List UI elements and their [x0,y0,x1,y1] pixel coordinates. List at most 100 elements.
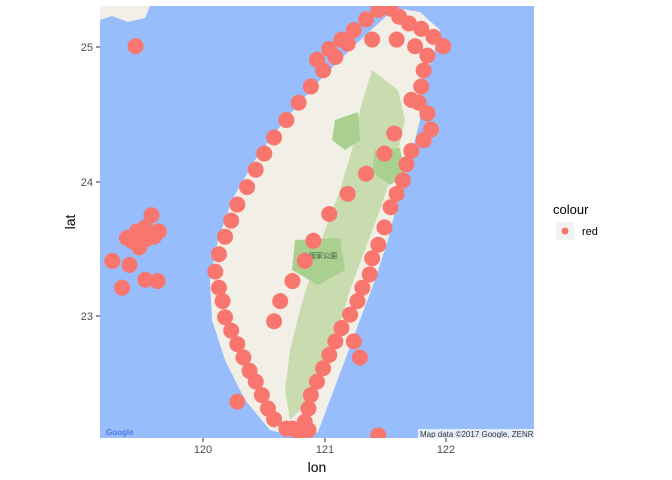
data-point [114,279,131,296]
data-point [284,273,301,290]
data-point [386,125,403,142]
data-point [345,22,362,39]
data-point [123,232,140,249]
y-tick-label: 24 [81,177,93,189]
data-point [358,11,375,28]
x-tick-label: 120 [194,444,212,456]
data-point [223,322,240,339]
data-point [235,349,252,366]
data-point [104,252,121,269]
data-point [321,205,338,222]
legend-title: colour [553,202,589,217]
data-point [403,142,420,159]
data-point [214,293,231,310]
map-panel: 山國家公園 Google Map data ©2017 Google, ZENR… [100,6,542,439]
data-point [217,309,234,326]
data-point [207,263,224,280]
data-point [327,333,344,350]
data-point [315,62,332,79]
data-point [278,112,295,129]
data-point [419,47,436,64]
x-tick-label: 121 [316,444,334,456]
data-point [223,212,240,229]
data-point [415,132,432,149]
mainland-coast-fragment [100,6,150,22]
data-point [239,179,256,196]
y-axis-title: lat [62,215,78,230]
data-point [382,199,399,216]
data-point [296,252,313,269]
data-point [354,279,371,296]
data-point [309,373,325,390]
data-point [247,161,264,178]
data-point [266,129,283,146]
data-point [253,387,270,404]
data-point [143,207,160,224]
y-axis: 23 24 25 lat [62,42,100,323]
data-point [259,400,276,417]
data-point [327,48,344,65]
data-point [376,145,393,162]
data-point [413,78,430,95]
x-tick-label: 122 [437,444,455,456]
park-label: 山國家公園 [302,251,337,260]
data-point [339,185,356,202]
data-point [210,246,227,263]
data-point [315,360,332,377]
data-point [419,105,436,122]
data-point [210,279,227,296]
data-point [321,346,338,363]
data-point [435,38,452,55]
data-point [302,387,319,404]
legend-label-red: red [582,226,598,238]
x-axis: 120 121 122 lon [194,438,455,475]
y-tick-label: 23 [81,311,93,323]
data-point [339,35,356,52]
data-point [256,145,273,162]
data-point [349,293,366,310]
data-point [149,273,166,290]
data-point [300,400,317,417]
data-point [300,421,317,438]
y-tick-label: 25 [81,42,93,54]
data-point [388,185,405,202]
national-park-north [332,112,360,150]
data-point [364,31,381,48]
points-layer [104,6,452,438]
data-point [272,293,289,310]
data-point [217,228,234,245]
data-point [394,172,411,189]
google-logo: Google [106,428,134,437]
data-point [358,165,375,182]
data-point [333,319,350,336]
data-point [229,196,246,213]
data-point [229,336,246,353]
data-point [137,231,154,248]
data-point [400,15,417,32]
data-point [150,223,167,240]
data-point [407,38,424,55]
data-point [229,393,246,410]
data-point [370,236,387,253]
data-point [137,271,154,288]
map-attribution[interactable]: Map data ©2017 Google, ZENRIN [420,430,542,439]
data-point [127,38,144,55]
data-point [370,6,387,19]
data-point [398,156,415,173]
data-point [376,219,393,236]
data-point [305,232,322,249]
data-point [302,78,319,95]
data-point [284,420,301,437]
data-point [403,91,420,108]
data-point [342,306,359,323]
data-point [266,313,283,330]
legend: colour red [553,202,598,240]
x-axis-title: lon [308,459,327,475]
data-point [361,266,378,283]
data-point [415,62,432,79]
data-point [345,333,362,350]
attribution-background [418,429,534,438]
national-park-central [292,238,345,285]
data-point [388,31,405,48]
